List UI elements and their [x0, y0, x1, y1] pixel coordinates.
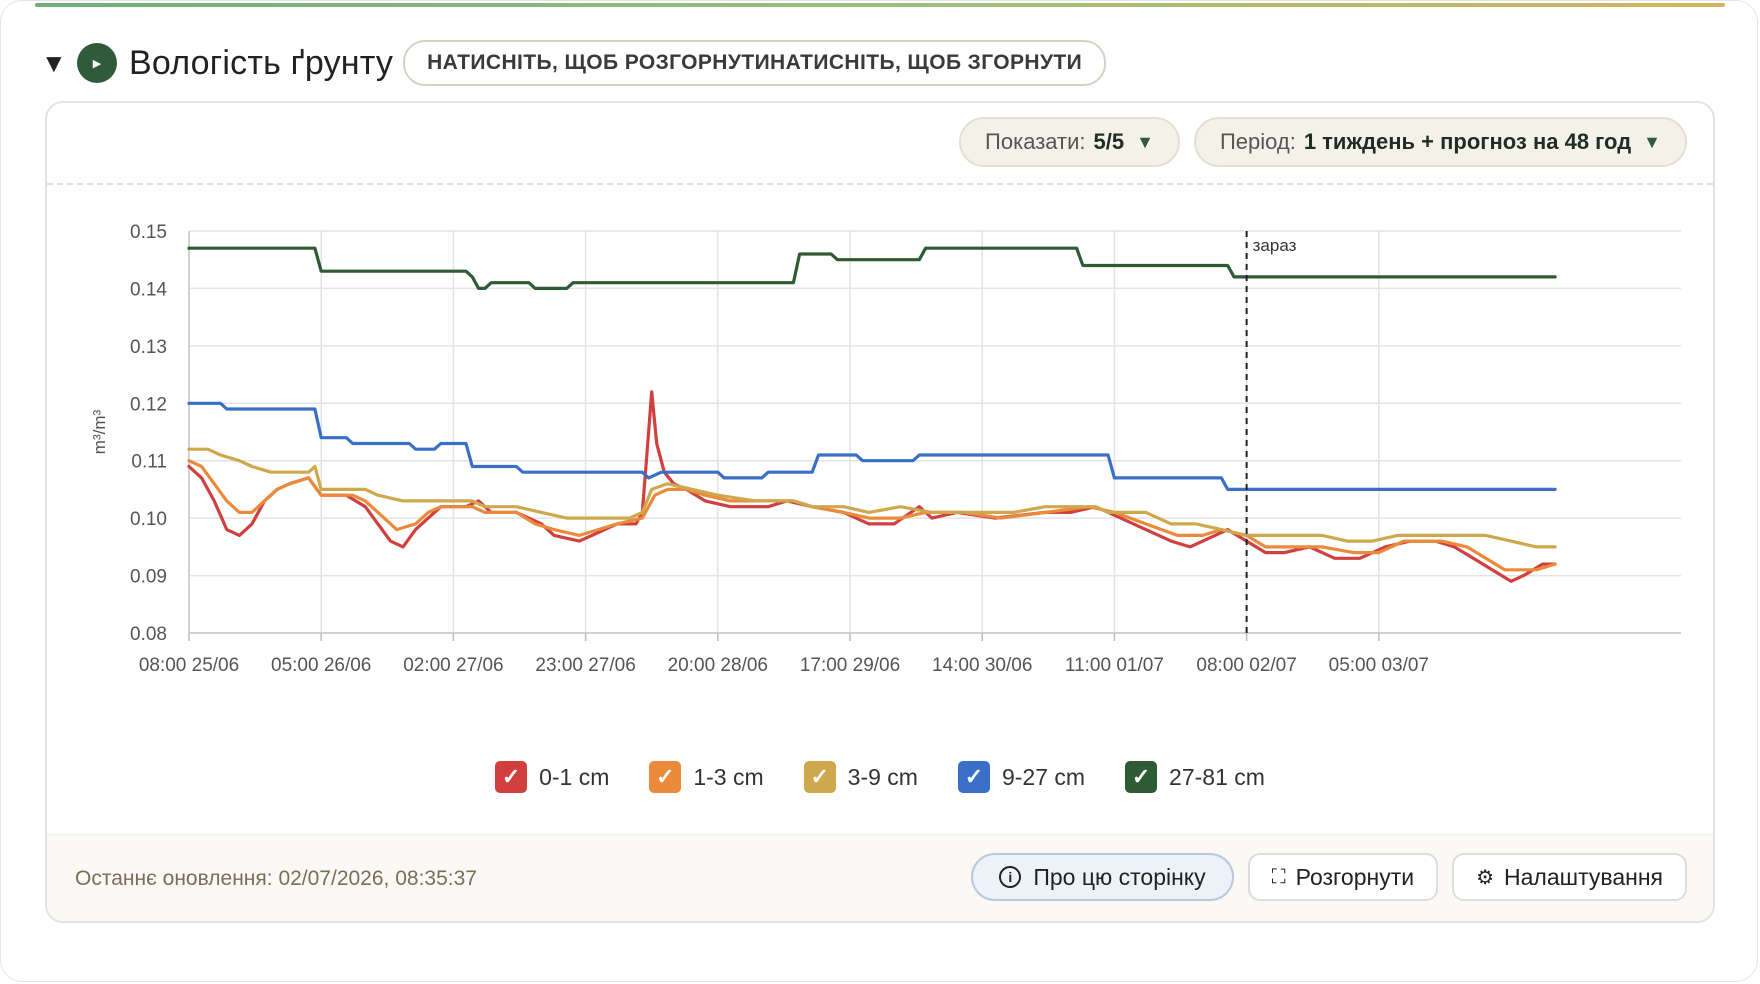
legend-item-2[interactable]: ✓ 3-9 cm [803, 761, 918, 793]
chart-legend: ✓ 0-1 cm ✓ 1-3 cm ✓ 3-9 cm ✓ 9-27 cm ✓ 27-81 cm [47, 761, 1713, 793]
y-tick-label: 0.13 [130, 337, 167, 358]
x-tick-label: 20:00 28/06 [668, 655, 768, 676]
series-line-1 [187, 459, 1557, 572]
chevron-down-icon: ▼ [1136, 131, 1154, 152]
expand-label: Розгорнути [1295, 863, 1415, 890]
play-icon: ▶ [77, 43, 117, 83]
legend-label: 0-1 cm [539, 763, 610, 790]
series-line-4 [187, 246, 1557, 290]
period-label: Період: [1219, 129, 1296, 154]
period-dropdown[interactable]: Період: 1 тиждень + прогноз на 48 год ▼ [1193, 117, 1687, 167]
y-tick-label: 0.14 [130, 279, 167, 300]
legend-label: 1-3 cm [693, 763, 764, 790]
section-title: Вологість ґрунту [129, 43, 394, 82]
y-axis-label: m³/m³ [90, 409, 109, 454]
gear-icon: ⚙ [1476, 866, 1495, 889]
show-series-dropdown[interactable]: Показати: 5/5 ▼ [959, 117, 1180, 167]
about-label: Про цю сторінку [1033, 863, 1206, 890]
chart-controls: Показати: 5/5 ▼ Період: 1 тиждень + прог… [959, 117, 1687, 167]
divider [47, 183, 1713, 185]
x-tick-label: 17:00 29/06 [800, 655, 900, 676]
now-label: зараз [1253, 236, 1297, 255]
legend-label: 9-27 cm [1001, 763, 1086, 790]
x-tick-label: 11:00 01/07 [1065, 655, 1164, 676]
series-line-3 [187, 401, 1557, 491]
checkbox-icon[interactable]: ✓ [1125, 761, 1158, 793]
legend-item-0[interactable]: ✓ 0-1 cm [495, 761, 609, 793]
expand-button[interactable]: ⛶ Розгорнути [1247, 853, 1439, 901]
legend-label: 3-9 cm [847, 763, 918, 790]
x-tick-label: 02:00 27/06 [403, 655, 503, 676]
section-header[interactable]: ▼ ▶ Вологість ґрунту НАТИСНІТЬ, ЩОБ РОЗГ… [41, 39, 1107, 87]
footer-actions: i Про цю сторінку ⛶ Розгорнути ⚙ Налашту… [971, 853, 1687, 901]
chevron-down-icon: ▼ [1643, 131, 1661, 152]
show-value: 5/5 [1093, 129, 1125, 154]
legend-item-1[interactable]: ✓ 1-3 cm [649, 761, 764, 793]
collapse-caret-icon[interactable]: ▼ [41, 47, 67, 78]
y-tick-label: 0.12 [130, 394, 167, 415]
x-tick-label: 14:00 30/06 [932, 655, 1032, 676]
series-line-2 [187, 447, 1557, 549]
x-tick-label: 05:00 26/06 [271, 655, 371, 676]
info-icon: i [999, 866, 1022, 888]
x-tick-label: 23:00 27/06 [535, 655, 635, 676]
checkbox-icon[interactable]: ✓ [495, 761, 528, 793]
last-updated: Останнє оновлення: 02/07/2026, 08:35:37 [75, 867, 477, 890]
y-tick-label: 0.08 [130, 624, 167, 645]
y-tick-label: 0.15 [130, 222, 167, 243]
legend-label: 27-81 cm [1169, 763, 1265, 790]
settings-label: Налаштування [1504, 863, 1663, 890]
expand-icon: ⛶ [1271, 865, 1286, 888]
show-label: Показати: [985, 129, 1086, 154]
accent-bar [35, 3, 1725, 7]
legend-item-4[interactable]: ✓ 27-81 cm [1125, 761, 1265, 793]
expand-hint-badge[interactable]: НАТИСНІТЬ, ЩОБ РОЗГОРНУТИНАТИСНІТЬ, ЩОБ … [403, 40, 1107, 86]
card-footer: Останнє оновлення: 02/07/2026, 08:35:37 … [47, 834, 1713, 921]
y-tick-label: 0.11 [131, 452, 167, 473]
x-tick-label: 08:00 02/07 [1196, 655, 1296, 676]
period-value: 1 тиждень + прогноз на 48 год [1303, 129, 1632, 154]
soil-moisture-chart: 0.15 0.14 0.13 0.12 0.11 0.10 0.09 0.08 08:00 25… [90, 222, 1681, 676]
legend-item-3[interactable]: ✓ 9-27 cm [957, 761, 1086, 793]
settings-button[interactable]: ⚙ Налаштування [1452, 853, 1687, 901]
checkbox-icon[interactable]: ✓ [649, 761, 682, 793]
x-tick-label: 08:00 25/06 [139, 655, 239, 676]
x-tick-label: 05:00 03/07 [1329, 655, 1429, 676]
checkbox-icon[interactable]: ✓ [957, 761, 990, 793]
checkbox-icon[interactable]: ✓ [803, 761, 836, 793]
chart-card: Показати: 5/5 ▼ Період: 1 тиждень + прог… [45, 101, 1715, 923]
y-tick-label: 0.09 [130, 567, 167, 588]
about-page-button[interactable]: i Про цю сторінку [971, 853, 1234, 901]
y-tick-label: 0.10 [130, 509, 167, 530]
